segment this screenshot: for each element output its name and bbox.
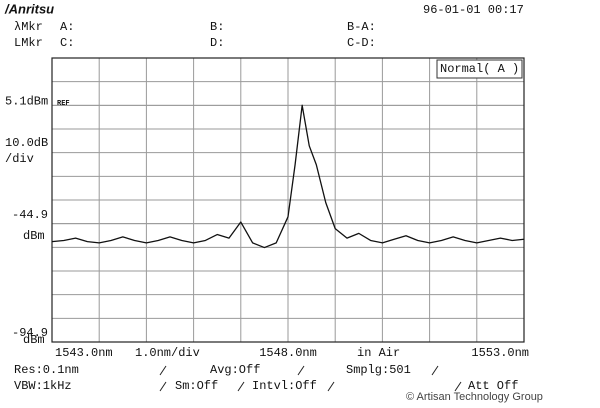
x-tick-label: 1553.0nm (471, 346, 529, 360)
y-tick-label: 5.1dBm (5, 95, 48, 109)
separators (159, 365, 462, 392)
setting: Avg:Off (210, 363, 260, 377)
x-tick-label: 1548.0nm (259, 346, 317, 360)
setting: Att Off (468, 379, 518, 393)
marker-label: C-D: (347, 36, 376, 50)
y-unit: dBm (23, 229, 45, 243)
plot-area (51, 57, 525, 343)
marker-label: A: (60, 20, 74, 34)
marker-label: λMkr (14, 20, 43, 34)
setting: Sm:Off (175, 379, 218, 393)
setting: VBW:1kHz (14, 379, 72, 393)
x-tick-label: 1543.0nm (55, 346, 113, 360)
marker-label: LMkr (14, 36, 43, 50)
mode-label: Normal( A ) (440, 62, 519, 76)
marker-label: B-A: (347, 20, 376, 34)
setting: Res:0.1nm (14, 363, 79, 377)
setting: Smplg:501 (346, 363, 411, 377)
ref-label: REF (57, 100, 70, 108)
medium: in Air (357, 346, 400, 360)
timestamp: 96-01-01 00:17 (423, 3, 524, 17)
plot-frame (51, 57, 525, 343)
marker-label: B: (210, 20, 224, 34)
y-scale-unit: /div (5, 152, 34, 166)
watermark: © Artisan Technology Group (406, 391, 543, 403)
logo: /Anritsu (4, 1, 54, 16)
y-tick-label: -94.9 (12, 326, 48, 340)
marker-label: D: (210, 36, 224, 50)
setting: Intvl:Off (252, 379, 317, 393)
x-scale: 1.0nm/div (135, 346, 200, 360)
y-scale: 10.0dB (5, 136, 48, 150)
spectrum-trace (51, 104, 525, 249)
y-tick-label: -44.9 (12, 208, 48, 222)
mode-box (436, 59, 523, 79)
y-unit: dBm (23, 333, 45, 347)
marker-label: C: (60, 36, 74, 50)
